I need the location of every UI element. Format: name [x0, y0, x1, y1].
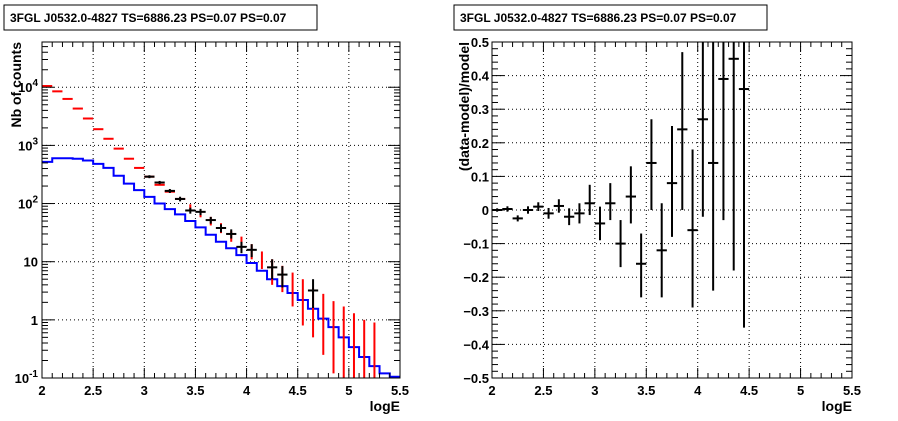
x-tick-label-2: 3	[141, 383, 148, 398]
x-axis-label-residual: logE	[822, 398, 852, 414]
chart-title-residual: 3FGL J0532.0-4827 TS=6886.23 PS=0.07 PS=…	[460, 11, 737, 25]
model-histogram	[42, 157, 400, 378]
y-tick-label-1: 1	[31, 313, 38, 328]
x-tick-label-4: 4	[243, 383, 251, 398]
y-tick-label-r-9: 0.4	[471, 69, 490, 84]
x-tick-label-r-0: 2	[488, 383, 495, 398]
y-tick-label-0: 10-1	[15, 369, 39, 386]
title-box-residual	[453, 4, 768, 31]
plot-frame-counts	[41, 41, 401, 379]
residual-panel: 3FGL J0532.0-4827 TS=6886.23 PS=0.07 PS=…	[453, 4, 861, 414]
y-tick-label-5: 104	[18, 78, 38, 95]
x-tick-label-r-1: 2.5	[534, 383, 552, 398]
y-tick-label-2: 10	[24, 255, 38, 270]
x-tick-label-r-2: 3	[591, 383, 598, 398]
y-tick-label-4: 103	[18, 136, 38, 153]
y-tick-label-r-7: 0.2	[471, 136, 489, 151]
x-tick-label-5: 4.5	[289, 383, 307, 398]
x-tick-label-r-6: 5	[797, 383, 804, 398]
x-tick-label-0: 2	[38, 383, 45, 398]
y-tick-label-r-5: 0	[482, 203, 489, 218]
x-tick-label-6: 5	[345, 383, 352, 398]
chart-title-counts: 3FGL J0532.0-4827 TS=6886.23 PS=0.07 PS=…	[10, 11, 287, 25]
x-tick-label-r-4: 4	[694, 383, 702, 398]
y-tick-label-3: 102	[18, 195, 38, 212]
x-tick-label-7: 5.5	[391, 383, 409, 398]
x-axis-label-counts: logE	[370, 398, 400, 414]
x-tick-label-3: 3.5	[186, 383, 204, 398]
y-tick-label-r-10: 0.5	[471, 35, 489, 50]
x-tick-label-r-3: 3.5	[637, 383, 655, 398]
y-tick-label-r-4: −0.1	[463, 237, 489, 252]
title-box-counts	[3, 4, 318, 31]
y-tick-label-r-1: −0.4	[463, 337, 489, 352]
counts-panel: 3FGL J0532.0-4827 TS=6886.23 PS=0.07 PS=…	[3, 4, 409, 414]
y-axis-label-residual: (data-model)/model	[456, 42, 472, 171]
y-tick-label-r-2: −0.3	[463, 304, 489, 319]
y-axis-label-counts: Nb of counts	[8, 42, 24, 128]
y-tick-label-r-0: −0.5	[463, 371, 489, 386]
y-tick-label-r-8: 0.3	[471, 102, 489, 117]
y-tick-label-r-3: −0.2	[463, 270, 489, 285]
x-tick-label-r-5: 4.5	[740, 383, 758, 398]
y-tick-label-r-6: 0.1	[471, 169, 489, 184]
x-tick-label-r-7: 5.5	[843, 383, 861, 398]
x-tick-label-1: 2.5	[84, 383, 102, 398]
